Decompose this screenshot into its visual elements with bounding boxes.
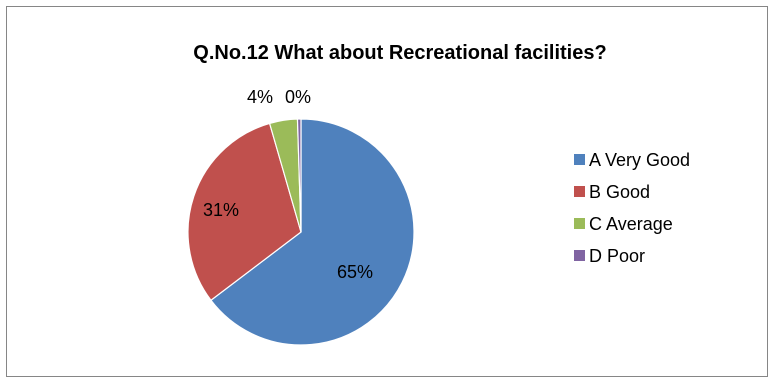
data-label: 4% (247, 87, 273, 107)
data-label: 0% (285, 87, 311, 107)
pie-slice-a-very-good (210, 118, 415, 346)
pie-slice-d-poor (296, 118, 302, 233)
pie-slices (187, 118, 415, 346)
legend-label: A Very Good (589, 150, 690, 170)
legend-swatch (574, 218, 585, 229)
data-label: 65% (337, 262, 373, 282)
legend-swatch (574, 186, 585, 197)
data-labels: 65% 31% 4% 0% (203, 87, 373, 282)
legend-swatch (574, 250, 585, 261)
data-label: 31% (203, 200, 239, 220)
chart-title: Q.No.12 What about Recreational faciliti… (193, 42, 606, 64)
legend-label: C Average (589, 214, 673, 234)
legend-label: B Good (589, 182, 650, 202)
legend: A Very Good B Good C Average D Poor (574, 150, 690, 266)
pie-slice-b-good (187, 122, 302, 302)
legend-label: D Poor (589, 246, 645, 266)
legend-swatch (574, 154, 585, 165)
